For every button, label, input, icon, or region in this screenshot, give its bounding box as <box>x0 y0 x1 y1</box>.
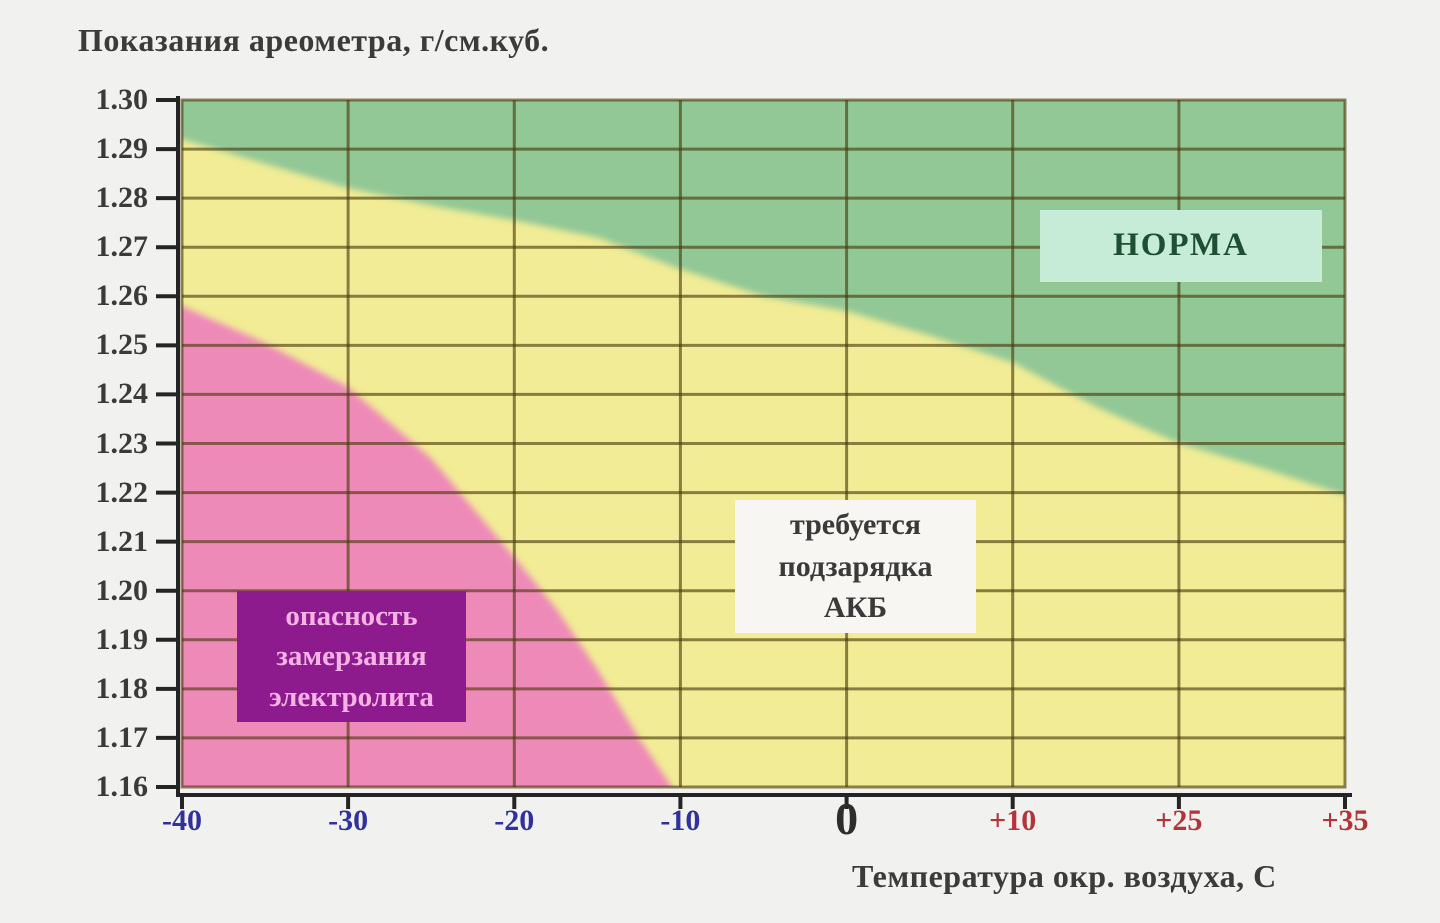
y-tick-label: 1.27 <box>95 230 149 264</box>
x-axis-title: Температура окр. воздуха, С <box>852 858 1277 894</box>
y-tick-label: 1.17 <box>95 720 149 754</box>
y-tick-label: 1.24 <box>95 377 149 411</box>
x-tick-label: -30 <box>328 804 369 837</box>
y-tick-label: 1.19 <box>95 622 149 656</box>
x-tick-label: +35 <box>1321 804 1369 837</box>
x-tick-label: 0 <box>835 793 859 844</box>
y-tick-label: 1.18 <box>95 671 149 705</box>
chart-title: Показания ареометра, г/см.куб. <box>78 22 550 58</box>
y-tick-label: 1.16 <box>95 770 149 803</box>
y-tick-label: 1.26 <box>95 279 149 313</box>
y-tick-label: 1.23 <box>95 426 149 460</box>
y-tick-label: 1.25 <box>95 328 149 362</box>
y-tick-label: 1.22 <box>95 475 149 509</box>
x-tick-label: +10 <box>989 804 1037 837</box>
zone-label-normal: НОРМА <box>1040 210 1322 282</box>
y-tick-label: 1.29 <box>95 132 149 166</box>
zone-label-recharge-required: требуется подзарядка АКБ <box>735 500 976 633</box>
y-tick-label: 1.30 <box>95 83 149 116</box>
y-tick-label: 1.28 <box>95 181 149 215</box>
x-tick-label: -20 <box>494 804 535 837</box>
x-tick-label: -40 <box>162 804 202 837</box>
y-tick-label: 1.21 <box>95 524 149 558</box>
x-tick-label: +25 <box>1155 804 1203 837</box>
y-tick-label: 1.20 <box>95 573 149 607</box>
x-tick-label: -10 <box>660 804 701 837</box>
zone-label-freezing-danger: опасность замерзания электролита <box>237 591 466 722</box>
